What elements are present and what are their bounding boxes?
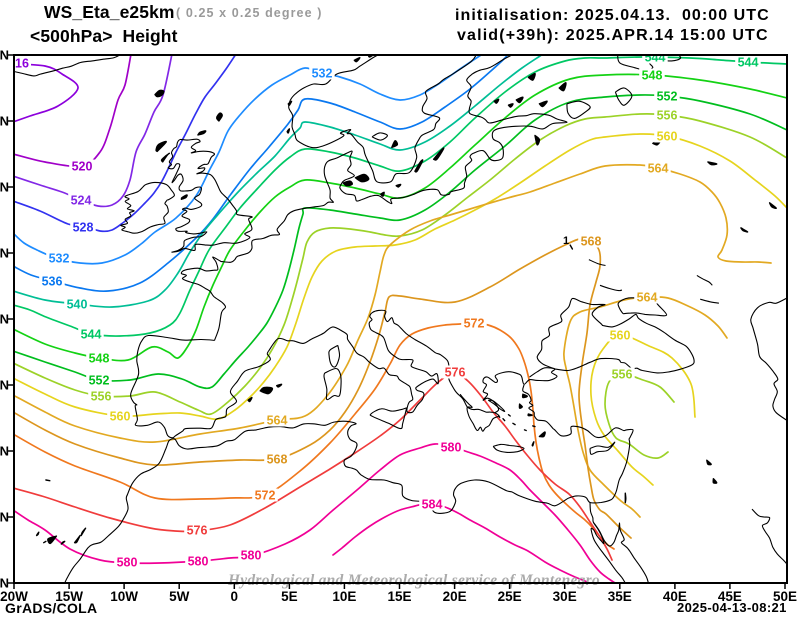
svg-text:65N: 65N — [0, 48, 9, 63]
svg-text:548: 548 — [89, 352, 110, 366]
svg-text:576: 576 — [445, 366, 466, 380]
svg-text:20W: 20W — [0, 589, 28, 604]
svg-text:568: 568 — [581, 235, 602, 249]
svg-text:520: 520 — [72, 160, 93, 174]
svg-text:544: 544 — [738, 56, 759, 70]
svg-text:20E: 20E — [443, 589, 467, 604]
svg-text:30N: 30N — [0, 510, 9, 525]
svg-text:580: 580 — [441, 441, 462, 455]
svg-text:560: 560 — [657, 130, 678, 144]
svg-text:30E: 30E — [553, 589, 577, 604]
svg-text:5W: 5W — [169, 589, 190, 604]
svg-text:10W: 10W — [110, 589, 138, 604]
svg-text:544: 544 — [645, 51, 666, 65]
svg-text:40E: 40E — [663, 589, 687, 604]
svg-text:584: 584 — [422, 498, 443, 512]
svg-text:35N: 35N — [0, 444, 9, 459]
svg-text:556: 556 — [657, 109, 678, 123]
svg-text:50N: 50N — [0, 246, 9, 261]
svg-text:560: 560 — [610, 329, 631, 343]
svg-text:15E: 15E — [387, 589, 411, 604]
svg-text:5E: 5E — [281, 589, 298, 604]
svg-text:25N: 25N — [0, 576, 9, 591]
svg-text:532: 532 — [49, 252, 70, 266]
svg-text:580: 580 — [117, 556, 138, 570]
svg-text:572: 572 — [464, 317, 485, 331]
svg-text:524: 524 — [71, 194, 92, 208]
svg-text:552: 552 — [657, 90, 678, 104]
svg-text:528: 528 — [73, 221, 94, 235]
svg-text:552: 552 — [89, 374, 110, 388]
svg-text:560: 560 — [110, 410, 131, 424]
svg-text:0: 0 — [231, 589, 239, 604]
svg-text:580: 580 — [188, 555, 209, 569]
svg-text:60N: 60N — [0, 114, 9, 129]
svg-text:50E: 50E — [773, 589, 797, 604]
svg-text:16: 16 — [15, 57, 29, 71]
svg-text:564: 564 — [267, 414, 288, 428]
svg-text:564: 564 — [637, 291, 658, 305]
svg-text:532: 532 — [312, 67, 333, 81]
svg-text:Hydrological and Meteorologica: Hydrological and Meteorological service … — [227, 572, 600, 589]
svg-text:556: 556 — [612, 368, 633, 382]
svg-text:55N: 55N — [0, 180, 9, 195]
svg-text:15W: 15W — [55, 589, 83, 604]
svg-text:1: 1 — [563, 235, 569, 247]
svg-text:580: 580 — [241, 549, 262, 563]
svg-text:10E: 10E — [332, 589, 356, 604]
svg-text:548: 548 — [642, 69, 663, 83]
svg-text:35E: 35E — [608, 589, 632, 604]
svg-text:572: 572 — [255, 489, 276, 503]
svg-text:45E: 45E — [718, 589, 742, 604]
svg-text:544: 544 — [81, 328, 102, 342]
svg-text:556: 556 — [91, 390, 112, 404]
svg-text:540: 540 — [67, 298, 88, 312]
svg-text:568: 568 — [267, 453, 288, 467]
svg-text:25E: 25E — [498, 589, 522, 604]
svg-text:576: 576 — [187, 524, 208, 538]
svg-text:45N: 45N — [0, 312, 9, 327]
svg-text:536: 536 — [42, 275, 63, 289]
svg-text:40N: 40N — [0, 378, 9, 393]
svg-text:564: 564 — [648, 162, 669, 176]
